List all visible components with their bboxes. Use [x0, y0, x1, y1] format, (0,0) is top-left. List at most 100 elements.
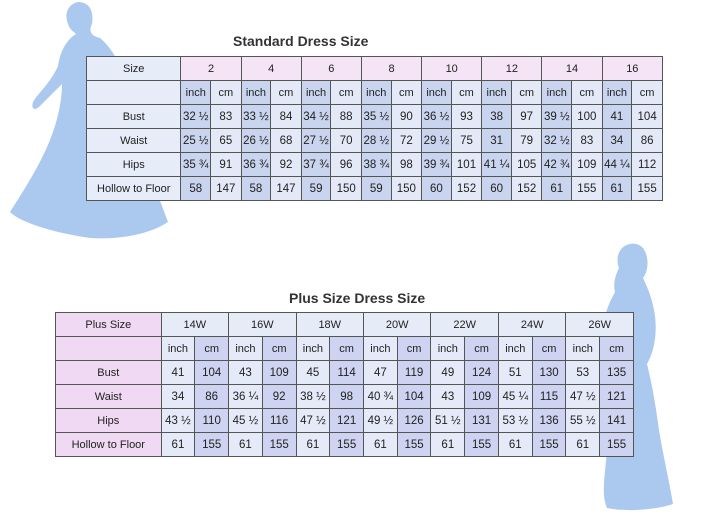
measurement-row: Bust 32 ½ 83 33 ½ 84 34 ½ 88 35 ½ 90 36 ½ 93 38 97 39… — [85, 104, 663, 129]
value-cell: 61 — [565, 432, 601, 457]
value-cell: 141 — [599, 408, 634, 433]
value-cell: 61 — [362, 432, 398, 457]
value-cell: 38 ¾ — [360, 152, 392, 177]
value-cell: 110 — [194, 408, 230, 433]
size-cell: 10 — [421, 56, 483, 81]
unit-inch: inch — [430, 336, 466, 361]
measurement-row: Hips 43 ½ 110 45 ½ 116 47 ½ 121 49 ½ 126 51 ½ 131 5… — [55, 408, 634, 433]
value-cell: 79 — [510, 128, 543, 153]
value-cell: 41 — [601, 104, 633, 129]
standard-size-table: Size 2 4 6 8 10 12 14 16 inch cm inch cm inch cm inch cm… — [85, 56, 664, 201]
value-cell: 68 — [270, 128, 302, 153]
value-cell: 59 — [300, 176, 332, 201]
unit-cm: cm — [631, 80, 663, 105]
value-cell: 38 ½ — [295, 384, 331, 409]
value-cell: 109 — [464, 384, 499, 409]
value-cell: 60 — [421, 176, 452, 201]
row-label: Bust — [85, 104, 182, 129]
value-cell: 155 — [631, 176, 663, 201]
value-cell: 45 ½ — [228, 408, 263, 433]
value-cell: 36 ¾ — [240, 152, 272, 177]
size-header: Plus Size — [55, 312, 162, 337]
size-cell: 4 — [240, 56, 302, 81]
value-cell: 121 — [599, 384, 634, 409]
value-cell: 119 — [396, 360, 432, 385]
value-cell: 44 ¼ — [601, 152, 633, 177]
row-label: Waist — [55, 384, 162, 409]
unit-cm: cm — [531, 336, 567, 361]
value-cell: 150 — [330, 176, 362, 201]
value-cell: 43 ½ — [160, 408, 196, 433]
size-cell: 26W — [565, 312, 634, 337]
unit-inch: inch — [362, 336, 398, 361]
unit-cm: cm — [599, 336, 634, 361]
value-cell: 27 ½ — [300, 128, 332, 153]
size-cell: 12 — [481, 56, 543, 81]
value-cell: 105 — [510, 152, 543, 177]
value-cell: 58 — [180, 176, 212, 201]
value-cell: 45 — [295, 360, 331, 385]
value-cell: 35 ¾ — [180, 152, 212, 177]
value-cell: 36 ¼ — [228, 384, 263, 409]
size-cell: 16 — [601, 56, 664, 81]
value-cell: 49 ½ — [362, 408, 398, 433]
value-cell: 155 — [531, 432, 567, 457]
value-cell: 42 ¾ — [541, 152, 573, 177]
value-cell: 61 — [541, 176, 573, 201]
value-cell: 36 ½ — [421, 104, 452, 129]
value-cell: 155 — [194, 432, 230, 457]
row-label: Hips — [55, 408, 162, 433]
value-cell: 39 ¾ — [421, 152, 452, 177]
value-cell: 53 — [565, 360, 601, 385]
value-cell: 101 — [450, 152, 483, 177]
value-cell: 109 — [261, 360, 297, 385]
value-cell: 121 — [329, 408, 364, 433]
row-label: Hollow to Floor — [55, 432, 162, 457]
unit-cm: cm — [194, 336, 230, 361]
value-cell: 59 — [360, 176, 392, 201]
value-cell: 72 — [390, 128, 423, 153]
value-cell: 47 — [362, 360, 398, 385]
value-cell: 34 — [160, 384, 196, 409]
value-cell: 51 — [497, 360, 533, 385]
unit-inch: inch — [601, 80, 633, 105]
value-cell: 58 — [240, 176, 272, 201]
unit-cm: cm — [390, 80, 423, 105]
value-cell: 104 — [631, 104, 663, 129]
size-cell: 2 — [180, 56, 242, 81]
value-cell: 147 — [210, 176, 242, 201]
size-cell: 20W — [362, 312, 432, 337]
value-cell: 38 — [481, 104, 512, 129]
measurement-row: Waist 34 86 36 ¼ 92 38 ½ 98 40 ¾ 104 43 109 45 ¼ 115… — [55, 384, 634, 409]
value-cell: 41 — [160, 360, 196, 385]
value-cell: 47 ½ — [565, 384, 601, 409]
value-cell: 88 — [330, 104, 362, 129]
unit-cm: cm — [330, 80, 362, 105]
size-cell: 18W — [295, 312, 364, 337]
value-cell: 61 — [497, 432, 533, 457]
value-cell: 60 — [481, 176, 512, 201]
measurement-row: Bust 41 104 43 109 45 114 47 119 49 124 51 130 53 135 — [55, 360, 634, 385]
unit-inch: inch — [481, 80, 512, 105]
size-cell: 16W — [228, 312, 297, 337]
value-cell: 116 — [261, 408, 297, 433]
value-cell: 51 ½ — [430, 408, 466, 433]
unit-inch: inch — [360, 80, 392, 105]
value-cell: 32 ½ — [541, 128, 573, 153]
unit-inch: inch — [565, 336, 601, 361]
value-cell: 98 — [390, 152, 423, 177]
value-cell: 47 ½ — [295, 408, 331, 433]
value-cell: 155 — [261, 432, 297, 457]
unit-cm: cm — [396, 336, 432, 361]
value-cell: 49 — [430, 360, 466, 385]
size-cell: 6 — [300, 56, 362, 81]
empty-cell — [85, 80, 182, 105]
plus-title: Plus Size Dress Size — [289, 290, 426, 306]
unit-row: inch cm inch cm inch cm inch cm inch cm inch cm inch… — [55, 336, 634, 361]
value-cell: 61 — [295, 432, 331, 457]
value-cell: 32 ½ — [180, 104, 212, 129]
value-cell: 104 — [396, 384, 432, 409]
value-cell: 124 — [464, 360, 499, 385]
